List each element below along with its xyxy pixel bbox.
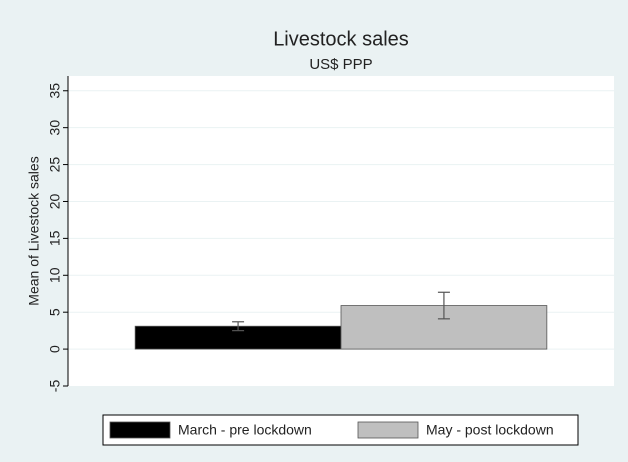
chart-title: Livestock sales — [273, 28, 409, 50]
y-tick-label: 15 — [47, 230, 63, 246]
legend-label: March - pre lockdown — [178, 422, 312, 438]
error-bar — [232, 321, 245, 332]
y-tick-label: -5 — [47, 380, 63, 393]
y-tick-label: 5 — [47, 308, 63, 316]
y-tick-label: 25 — [47, 157, 63, 173]
chart-subtitle: US$ PPP — [309, 56, 372, 73]
y-tick-label: 10 — [47, 267, 63, 283]
legend-box — [102, 414, 579, 446]
legend-swatch — [109, 421, 171, 439]
legend-label: May - post lockdown — [426, 422, 554, 438]
y-tick-label: 20 — [47, 193, 63, 209]
y-tick-label: 35 — [47, 83, 63, 99]
y-axis-label: Mean of Livestock sales — [26, 156, 42, 305]
y-tick-label: 30 — [47, 120, 63, 136]
error-bar — [437, 291, 450, 320]
legend-swatch — [357, 421, 419, 439]
y-tick-label: 0 — [47, 345, 63, 353]
